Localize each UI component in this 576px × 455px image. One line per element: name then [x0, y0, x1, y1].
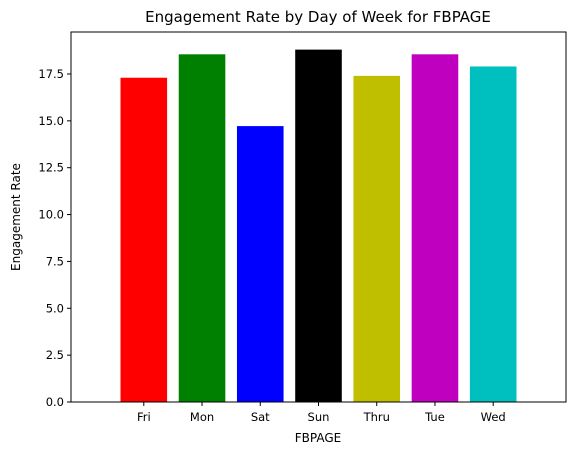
y-axis-label: Engagement Rate: [9, 163, 23, 271]
x-tick-label: Sun: [308, 410, 330, 424]
x-tick-label: Tue: [424, 410, 445, 424]
bar-sun: [295, 49, 342, 402]
y-tick-label: 17.5: [38, 67, 64, 81]
x-tick-label: Fri: [137, 410, 151, 424]
bars-group: [120, 49, 517, 403]
bar-fri: [120, 77, 168, 402]
bar-sat: [236, 126, 284, 403]
x-tick-label: Thru: [363, 410, 390, 424]
bar-wed: [469, 66, 517, 403]
chart-title: Engagement Rate by Day of Week for FBPAG…: [145, 8, 491, 26]
bar-mon: [178, 54, 226, 403]
x-tick-label: Sat: [251, 410, 270, 424]
y-tick-label: 2.5: [46, 348, 64, 362]
y-tick-label: 10.0: [38, 208, 64, 222]
bar-thru: [353, 75, 401, 403]
x-tick-label: Wed: [481, 410, 506, 424]
y-tick-label: 5.0: [46, 301, 64, 315]
y-axis-ticks: 0.0 2.5 5.0 7.5 10.0 12.5 15.0 17.5: [38, 67, 71, 409]
plot-frame: [70, 31, 567, 403]
bar-tue: [411, 54, 459, 403]
y-tick-label: 12.5: [38, 161, 64, 175]
x-axis-ticks: Fri Mon Sat Sun Thru Tue Wed: [137, 402, 506, 424]
y-tick-label: 7.5: [46, 254, 64, 268]
x-axis-label: FBPAGE: [295, 431, 341, 445]
y-tick-label: 0.0: [46, 395, 64, 409]
x-tick-label: Mon: [190, 410, 214, 424]
y-tick-label: 15.0: [38, 114, 64, 128]
